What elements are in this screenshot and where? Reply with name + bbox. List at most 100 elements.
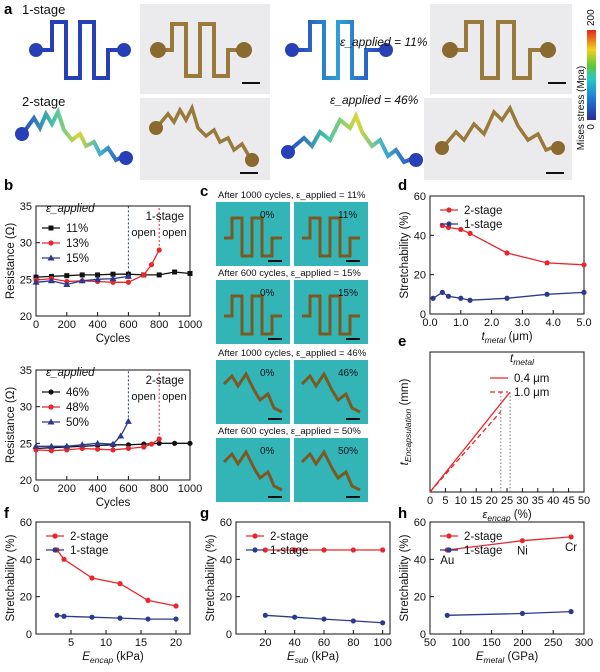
x-tick-label: 15 xyxy=(470,495,482,507)
data-point xyxy=(117,615,123,621)
c-photo-tile: 0% xyxy=(216,438,290,502)
data-point xyxy=(52,547,58,553)
scale-bar xyxy=(268,260,282,262)
data-point xyxy=(380,547,386,553)
row2-label: 2-stage xyxy=(22,94,65,109)
serpentine-trace xyxy=(222,449,283,492)
data-point xyxy=(252,533,258,539)
x-axis-label: Emetal (GPa) xyxy=(476,651,539,665)
legend-entry: 50% xyxy=(66,417,89,429)
legend-entry: 2-stage xyxy=(270,531,308,543)
data-point xyxy=(110,447,116,453)
x-tick-label: 0 xyxy=(427,495,433,507)
open-label: open xyxy=(162,391,186,403)
data-point xyxy=(117,432,125,439)
scale-bar xyxy=(268,418,282,420)
data-point xyxy=(458,226,464,233)
x-tick-label: 5.0 xyxy=(576,317,591,329)
series-2stage xyxy=(439,222,587,268)
series-line xyxy=(447,610,572,616)
y-tick-label: 20 xyxy=(20,592,32,604)
photo-2stage-stretched xyxy=(424,98,572,180)
x-tick-label: 400 xyxy=(88,483,106,495)
series-1stage xyxy=(444,609,574,618)
y-tick-label: 40 xyxy=(220,554,232,566)
y-tick-label: 20 xyxy=(414,592,426,604)
legend-entry: 2-stage xyxy=(464,205,502,217)
series-15: open xyxy=(32,206,156,287)
photo-2stage-undeformed xyxy=(140,98,270,180)
x-tick-label: 5 xyxy=(68,637,74,649)
data-point xyxy=(504,295,510,301)
data-point xyxy=(141,444,147,450)
y-tick-label: 40 xyxy=(414,230,426,242)
legend-title: ε_applied xyxy=(46,367,95,379)
y-axis-label: Stretchability (%) xyxy=(205,534,217,621)
legend-title: ε_applied xyxy=(46,203,95,215)
legend-entry: 13% xyxy=(66,238,89,250)
y-tick-label: 60 xyxy=(414,517,426,529)
series-10m xyxy=(429,411,502,493)
plot-frame xyxy=(35,205,191,317)
data-point xyxy=(145,616,151,622)
data-point xyxy=(519,610,526,617)
chart-g: g 20 40 60 80 100 0 20 40 60 Esub (kPa) Stretchabil… xyxy=(200,505,392,665)
data-point xyxy=(544,260,550,266)
chart-b-bottom: 0 200 400 600 800 1000 20 25 30 35 Cycles Resistanc… xyxy=(5,365,202,509)
data-point xyxy=(467,230,473,236)
data-point xyxy=(109,275,117,282)
data-point xyxy=(568,534,574,540)
data-point xyxy=(446,207,452,213)
panel-label: d xyxy=(398,177,407,194)
panel-a: a 1-stage 2-stage ε_applied = 11% xyxy=(4,1,597,180)
row1-label: 1-stage xyxy=(22,2,65,17)
series-line xyxy=(429,411,502,493)
data-point xyxy=(54,612,60,618)
y-tick-label: 25 xyxy=(20,274,32,286)
data-point xyxy=(33,274,39,280)
plot-frame xyxy=(429,195,585,315)
data-point xyxy=(47,254,55,261)
photo-strain-label: 0% xyxy=(260,210,275,221)
x-tick-label: 150 xyxy=(482,637,500,649)
series-1stage xyxy=(54,612,179,622)
data-point xyxy=(262,612,268,618)
x-tick-label: 200 xyxy=(58,483,76,495)
x-tick-label: 100 xyxy=(452,637,470,649)
y-tick-label: 60 xyxy=(220,517,232,529)
y-tick-label: 0 xyxy=(420,309,426,321)
stage-label: 2-stage xyxy=(146,375,184,387)
photo-strain-label: 0% xyxy=(260,368,275,379)
x-tick-label: 600 xyxy=(119,483,137,495)
photo-strain-label: 0% xyxy=(260,446,275,457)
data-point xyxy=(125,445,131,452)
legend-entry: 11% xyxy=(66,223,88,235)
sim-1stage-stretched: ε_applied = 11% xyxy=(285,20,428,80)
data-point xyxy=(568,609,574,615)
sim-2stage-stretched: ε_applied = 46% xyxy=(281,93,423,167)
x-tick-label: 50 xyxy=(578,495,590,507)
y-tick-label: 20 xyxy=(20,311,32,323)
strain-label-2: ε_applied = 46% xyxy=(330,93,419,107)
data-point xyxy=(110,271,116,277)
data-point xyxy=(581,289,587,295)
x-tick-label: 0 xyxy=(33,319,39,331)
x-tick-label: 60 xyxy=(318,637,330,649)
data-point xyxy=(61,556,67,562)
data-point xyxy=(262,547,268,553)
x-tick-label: 30 xyxy=(516,495,528,507)
y-tick-label: 0 xyxy=(226,629,232,641)
data-point xyxy=(95,272,101,278)
data-point xyxy=(32,278,40,285)
data-point xyxy=(32,442,40,449)
c-photo-tile: 11% xyxy=(294,202,368,266)
sim-2stage-undeformed xyxy=(15,106,133,165)
y-tick-label: 30 xyxy=(20,402,32,414)
plot-frame xyxy=(429,351,585,493)
plot-frame xyxy=(235,521,391,635)
legend-entry: 2-stage xyxy=(70,531,108,543)
x-axis-label: Eencap (kPa) xyxy=(82,651,144,665)
photo-strain-label: 11% xyxy=(338,210,357,221)
scale-bar xyxy=(268,338,282,340)
